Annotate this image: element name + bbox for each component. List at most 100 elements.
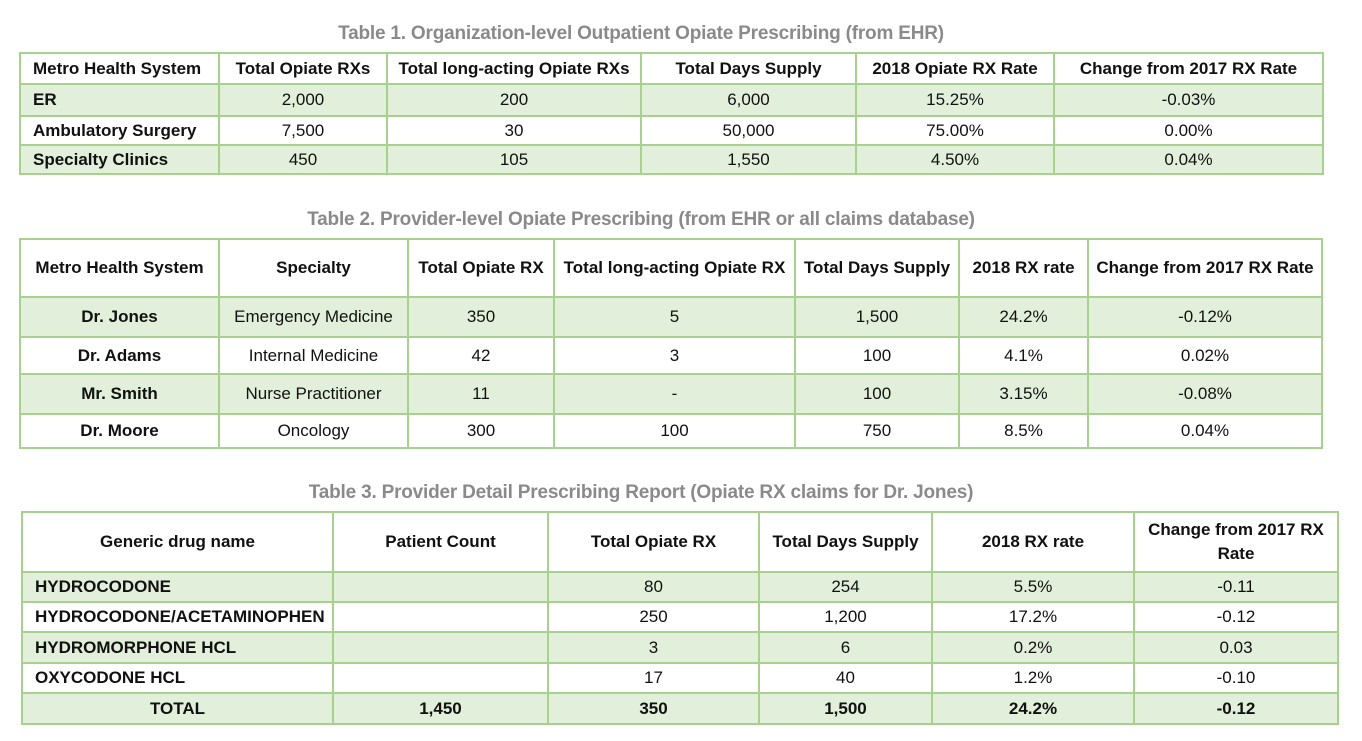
table-cell	[332, 631, 549, 664]
table-cell: 3.15%	[958, 373, 1089, 415]
table-cell: 24.2%	[931, 692, 1135, 725]
table1-header-cell: Change from 2017 RX Rate	[1053, 52, 1324, 85]
table-cell: 3	[547, 631, 760, 664]
table-row: HYDROCODONE/ACETAMINOPHEN 250 1,200 17.2…	[21, 601, 1339, 633]
table2-header-cell: Specialty	[218, 238, 409, 298]
table-cell: 3	[553, 336, 796, 375]
table2-header-cell: 2018 RX rate	[958, 238, 1089, 298]
table-cell: 4.50%	[855, 144, 1055, 175]
table-row: Dr. Adams Internal Medicine 42 3 100 4.1…	[19, 336, 1323, 375]
table3-header-cell: Change from 2017 RX Rate	[1133, 511, 1339, 573]
table-cell: -0.11	[1133, 571, 1339, 603]
table-cell: 75.00%	[855, 115, 1055, 146]
table-row: Ambulatory Surgery 7,500 30 50,000 75.00…	[19, 115, 1324, 146]
table-cell: 80	[547, 571, 760, 603]
table-cell: 17.2%	[931, 601, 1135, 633]
table-cell: Dr. Jones	[19, 296, 220, 338]
table-row: OXYCODONE HCL 17 40 1.2% -0.10	[21, 662, 1339, 694]
table-cell: 4.1%	[958, 336, 1089, 375]
table-cell: 40	[758, 662, 933, 694]
table-cell: 1,200	[758, 601, 933, 633]
table3-header-cell: Generic drug name	[21, 511, 334, 573]
table-cell: Dr. Adams	[19, 336, 220, 375]
table-cell: 300	[407, 413, 555, 449]
table1-header-row: Metro Health System Total Opiate RXs Tot…	[19, 52, 1324, 85]
table-cell: 1,500	[758, 692, 933, 725]
table3-header-cell: Total Days Supply	[758, 511, 933, 573]
table-cell: -0.12	[1133, 692, 1339, 725]
table1-header-cell: Total long-acting Opiate RXs	[386, 52, 642, 85]
table-cell: Nurse Practitioner	[218, 373, 409, 415]
table-cell: 5	[553, 296, 796, 338]
table-cell: 0.2%	[931, 631, 1135, 664]
table2-header-cell: Metro Health System	[19, 238, 220, 298]
table2-caption: Table 2. Provider-level Opiate Prescribi…	[307, 209, 975, 230]
table-cell: 2,000	[218, 83, 388, 117]
table-cell: Mr. Smith	[19, 373, 220, 415]
table-cell: 350	[407, 296, 555, 338]
table-cell: 450	[218, 144, 388, 175]
table2-header-cell: Change from 2017 RX Rate	[1087, 238, 1323, 298]
table-cell: HYDROCODONE	[21, 571, 334, 603]
table-cell: HYDROMORPHONE HCL	[21, 631, 334, 664]
table-cell: 15.25%	[855, 83, 1055, 117]
table1-header-cell: Total Days Supply	[640, 52, 857, 85]
table-cell: 8.5%	[958, 413, 1089, 449]
table-cell: ER	[19, 83, 220, 117]
table2-header-cell: Total long-acting Opiate RX	[553, 238, 796, 298]
table-cell	[332, 662, 549, 694]
table-cell: -0.12	[1133, 601, 1339, 633]
table2-header-row: Metro Health System Specialty Total Opia…	[19, 238, 1323, 298]
table3-header-row: Generic drug name Patient Count Total Op…	[21, 511, 1339, 573]
table3: Generic drug name Patient Count Total Op…	[21, 511, 1339, 725]
table-cell: 42	[407, 336, 555, 375]
table3-header-cell: Total Opiate RX	[547, 511, 760, 573]
table-cell: 6,000	[640, 83, 857, 117]
table-cell: Emergency Medicine	[218, 296, 409, 338]
table-cell: -0.08%	[1087, 373, 1323, 415]
table-total-row: TOTAL 1,450 350 1,500 24.2% -0.12	[21, 692, 1339, 725]
table-cell: 350	[547, 692, 760, 725]
table-cell: Oncology	[218, 413, 409, 449]
table-cell: 200	[386, 83, 642, 117]
table-cell: Specialty Clinics	[19, 144, 220, 175]
table3-caption: Table 3. Provider Detail Prescribing Rep…	[308, 482, 974, 503]
table-row: HYDROCODONE 80 254 5.5% -0.11	[21, 571, 1339, 603]
table-cell: -0.12%	[1087, 296, 1323, 338]
table-cell: 0.00%	[1053, 115, 1324, 146]
table-cell: Dr. Moore	[19, 413, 220, 449]
table-cell: 0.02%	[1087, 336, 1323, 375]
table2-header-cell: Total Opiate RX	[407, 238, 555, 298]
table-cell: 0.04%	[1087, 413, 1323, 449]
table-cell: -	[553, 373, 796, 415]
table1-header-cell: Metro Health System	[19, 52, 220, 85]
table3-header-cell: 2018 RX rate	[931, 511, 1135, 573]
table-cell: 5.5%	[931, 571, 1135, 603]
table-cell	[332, 601, 549, 633]
table-cell: 1.2%	[931, 662, 1135, 694]
table-cell: TOTAL	[21, 692, 334, 725]
table-cell: -0.10	[1133, 662, 1339, 694]
table1-header-cell: 2018 Opiate RX Rate	[855, 52, 1055, 85]
table2-header-cell: Total Days Supply	[794, 238, 960, 298]
table-cell: 7,500	[218, 115, 388, 146]
table-cell: 11	[407, 373, 555, 415]
table-cell: 6	[758, 631, 933, 664]
table-cell: 100	[794, 373, 960, 415]
table-cell: 105	[386, 144, 642, 175]
table-cell: 1,550	[640, 144, 857, 175]
table-cell: 100	[553, 413, 796, 449]
table-cell: 0.04%	[1053, 144, 1324, 175]
table-cell: 1,500	[794, 296, 960, 338]
table-cell: -0.03%	[1053, 83, 1324, 117]
table-cell: 24.2%	[958, 296, 1089, 338]
table-cell: 0.03	[1133, 631, 1339, 664]
table-row: Specialty Clinics 450 105 1,550 4.50% 0.…	[19, 144, 1324, 175]
table-cell: Internal Medicine	[218, 336, 409, 375]
table-cell: 17	[547, 662, 760, 694]
table-cell: Ambulatory Surgery	[19, 115, 220, 146]
table1: Metro Health System Total Opiate RXs Tot…	[19, 52, 1324, 175]
table2: Metro Health System Specialty Total Opia…	[19, 238, 1323, 449]
table-cell: HYDROCODONE/ACETAMINOPHEN	[21, 601, 334, 633]
table-row: Dr. Jones Emergency Medicine 350 5 1,500…	[19, 296, 1323, 338]
